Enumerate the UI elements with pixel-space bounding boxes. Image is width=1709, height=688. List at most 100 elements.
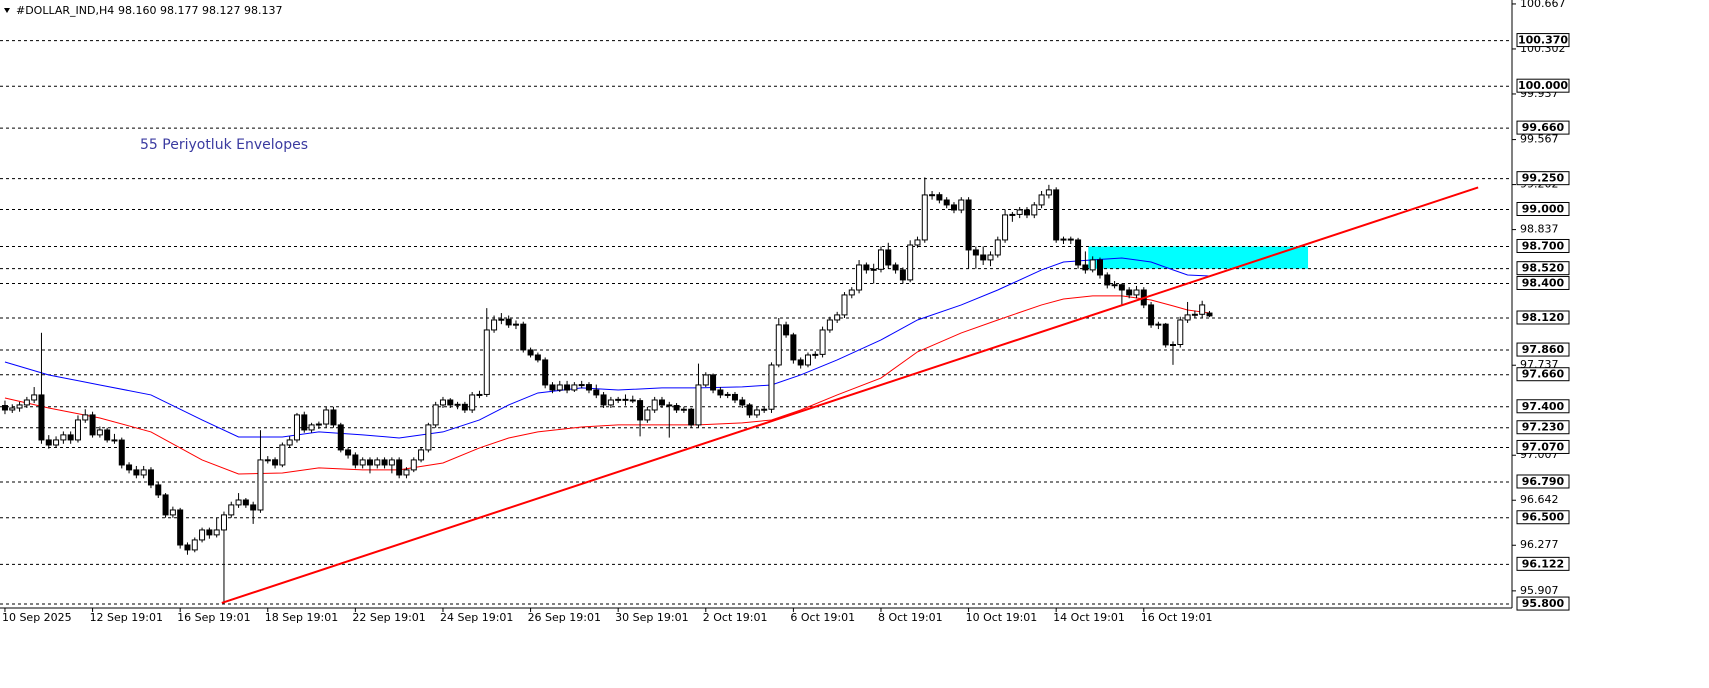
candle — [775, 317, 782, 368]
candle — [264, 456, 271, 464]
candle — [651, 396, 658, 413]
x-tick-label: 12 Sep 19:01 — [90, 611, 163, 624]
candle — [571, 382, 578, 392]
candle-body — [140, 469, 147, 476]
candle — [1075, 237, 1082, 269]
candle-body — [53, 439, 60, 446]
candle — [892, 262, 899, 274]
candle — [848, 287, 855, 299]
candle — [250, 501, 257, 524]
candle-body — [498, 318, 505, 321]
candle — [220, 511, 227, 605]
symbol-title: #DOLLAR_IND,H4 — [16, 4, 114, 17]
candle-body — [403, 469, 410, 476]
candle — [731, 391, 738, 404]
candle — [337, 422, 344, 453]
candle — [104, 427, 111, 443]
candle — [746, 403, 753, 418]
candle-body — [921, 194, 928, 241]
candle-body — [293, 414, 300, 441]
y-tick-label: 96.277 — [1520, 538, 1559, 551]
candle-body — [914, 239, 921, 246]
candle — [724, 391, 731, 399]
candle — [877, 246, 884, 273]
candle-body — [717, 389, 724, 396]
candle-body — [615, 398, 622, 401]
candle — [965, 197, 972, 269]
candle — [45, 435, 52, 449]
candle — [60, 431, 67, 444]
candle — [293, 412, 300, 443]
menu-arrow[interactable] — [4, 8, 10, 13]
candle-body — [1169, 344, 1176, 347]
candle — [929, 190, 936, 200]
candle — [1184, 301, 1191, 323]
candle-body — [775, 324, 782, 366]
candle-body — [753, 409, 760, 416]
candle-body — [731, 393, 738, 401]
candle-body — [162, 494, 169, 516]
level-label-box — [1516, 596, 1570, 611]
candle — [863, 262, 870, 274]
candle-body — [856, 264, 863, 291]
x-tick-label: 6 Oct 19:01 — [790, 611, 855, 624]
candle — [352, 452, 359, 469]
level-label: 98.700 — [1522, 239, 1565, 252]
candle — [403, 467, 410, 479]
candle-body — [235, 499, 242, 506]
candle — [819, 326, 826, 358]
candle-body — [1126, 289, 1133, 296]
candle — [812, 351, 819, 359]
candle — [702, 372, 709, 388]
candle — [994, 236, 1001, 258]
candle — [1191, 310, 1198, 318]
candle-body — [863, 264, 870, 271]
candle — [315, 421, 322, 429]
candle — [1, 400, 8, 415]
candle-body — [23, 399, 30, 406]
y-tick-label: 98.837 — [1520, 223, 1559, 236]
candle — [644, 406, 651, 423]
x-tick-label: 8 Oct 19:01 — [878, 611, 943, 624]
candle-body — [60, 434, 67, 441]
level-label-box — [1516, 275, 1570, 290]
level-label: 97.860 — [1522, 343, 1565, 356]
candle — [388, 457, 395, 474]
candle-body — [658, 399, 665, 406]
candle-body — [512, 323, 519, 326]
candle-body — [177, 509, 184, 546]
candle — [607, 396, 614, 409]
candle — [717, 387, 724, 399]
x-tick-label: 24 Sep 19:01 — [440, 611, 513, 624]
candle — [447, 398, 454, 409]
candle — [38, 332, 45, 444]
y-tick-label: 96.642 — [1520, 493, 1559, 506]
candle — [804, 352, 811, 368]
quote-high: 98.177 — [160, 4, 199, 17]
candle — [67, 431, 74, 444]
candle-body — [994, 239, 1001, 256]
candle-body — [476, 393, 483, 396]
candle-body — [673, 405, 680, 411]
candle — [680, 406, 687, 413]
candle-body — [688, 408, 695, 426]
candle-body — [461, 403, 468, 411]
candle-body — [950, 204, 957, 211]
candle-body — [812, 353, 819, 356]
level-label-box — [1516, 367, 1570, 382]
candle-body — [184, 544, 191, 551]
candle — [637, 398, 644, 437]
level-label-box — [1516, 33, 1570, 48]
candle — [505, 315, 512, 328]
x-tick-label: 10 Oct 19:01 — [966, 611, 1038, 624]
candle — [1023, 207, 1030, 219]
candle — [753, 406, 760, 418]
candle — [31, 387, 38, 404]
candle-body — [1118, 284, 1125, 291]
candle-body — [892, 264, 899, 271]
candle-body — [67, 434, 74, 441]
candle — [16, 401, 23, 412]
candle — [184, 542, 191, 555]
candle-body — [1155, 323, 1162, 326]
